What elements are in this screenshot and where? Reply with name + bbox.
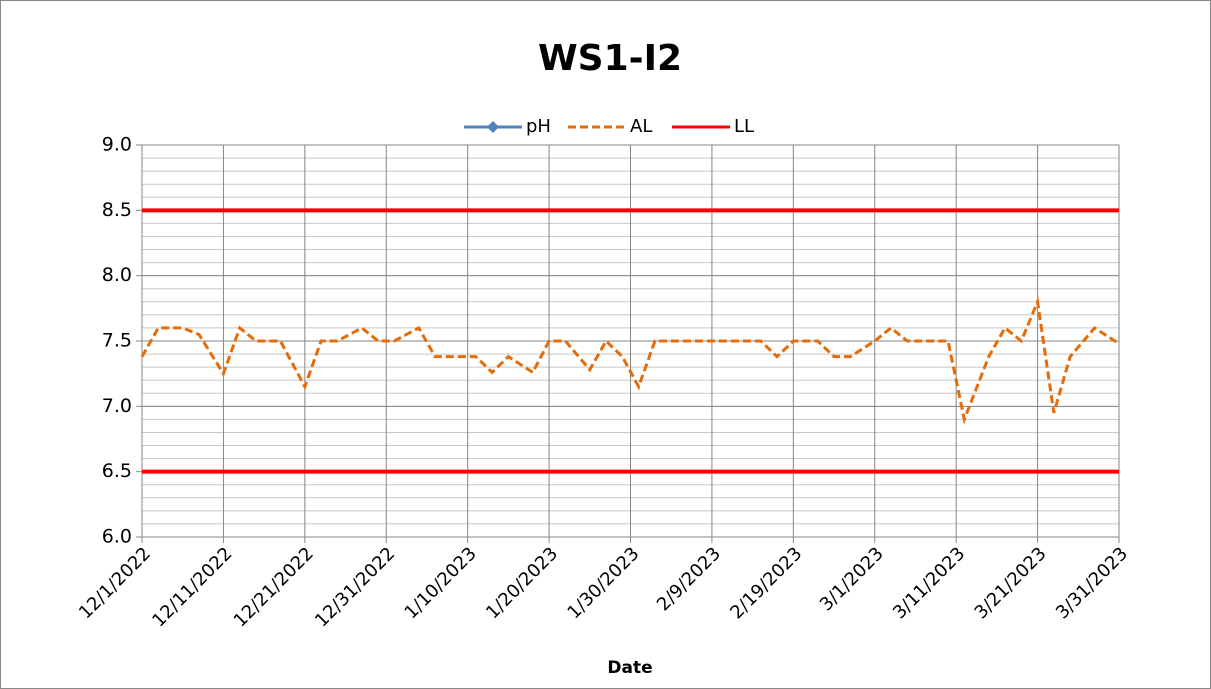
y-tick-label: 7.5 xyxy=(102,330,132,352)
plot-frame xyxy=(141,144,1120,538)
x-axis-label: Date xyxy=(607,658,652,678)
legend-label: pH xyxy=(526,116,551,137)
legend-marker xyxy=(487,121,499,133)
legend-label: AL xyxy=(630,116,652,137)
y-tick-label: 8.5 xyxy=(102,199,132,221)
y-tick-label: 6.5 xyxy=(102,460,132,482)
chart-title: WS1-I2 xyxy=(538,38,682,79)
legend: pH AL LL xyxy=(464,116,754,137)
y-tick-label: 8.0 xyxy=(102,264,132,286)
y-tick-label: 6.0 xyxy=(102,526,132,548)
series-line xyxy=(140,296,1120,425)
y-tick-label: 7.0 xyxy=(102,395,132,417)
legend-label: LL xyxy=(734,116,754,137)
y-tick-label: 9.0 xyxy=(102,134,132,156)
